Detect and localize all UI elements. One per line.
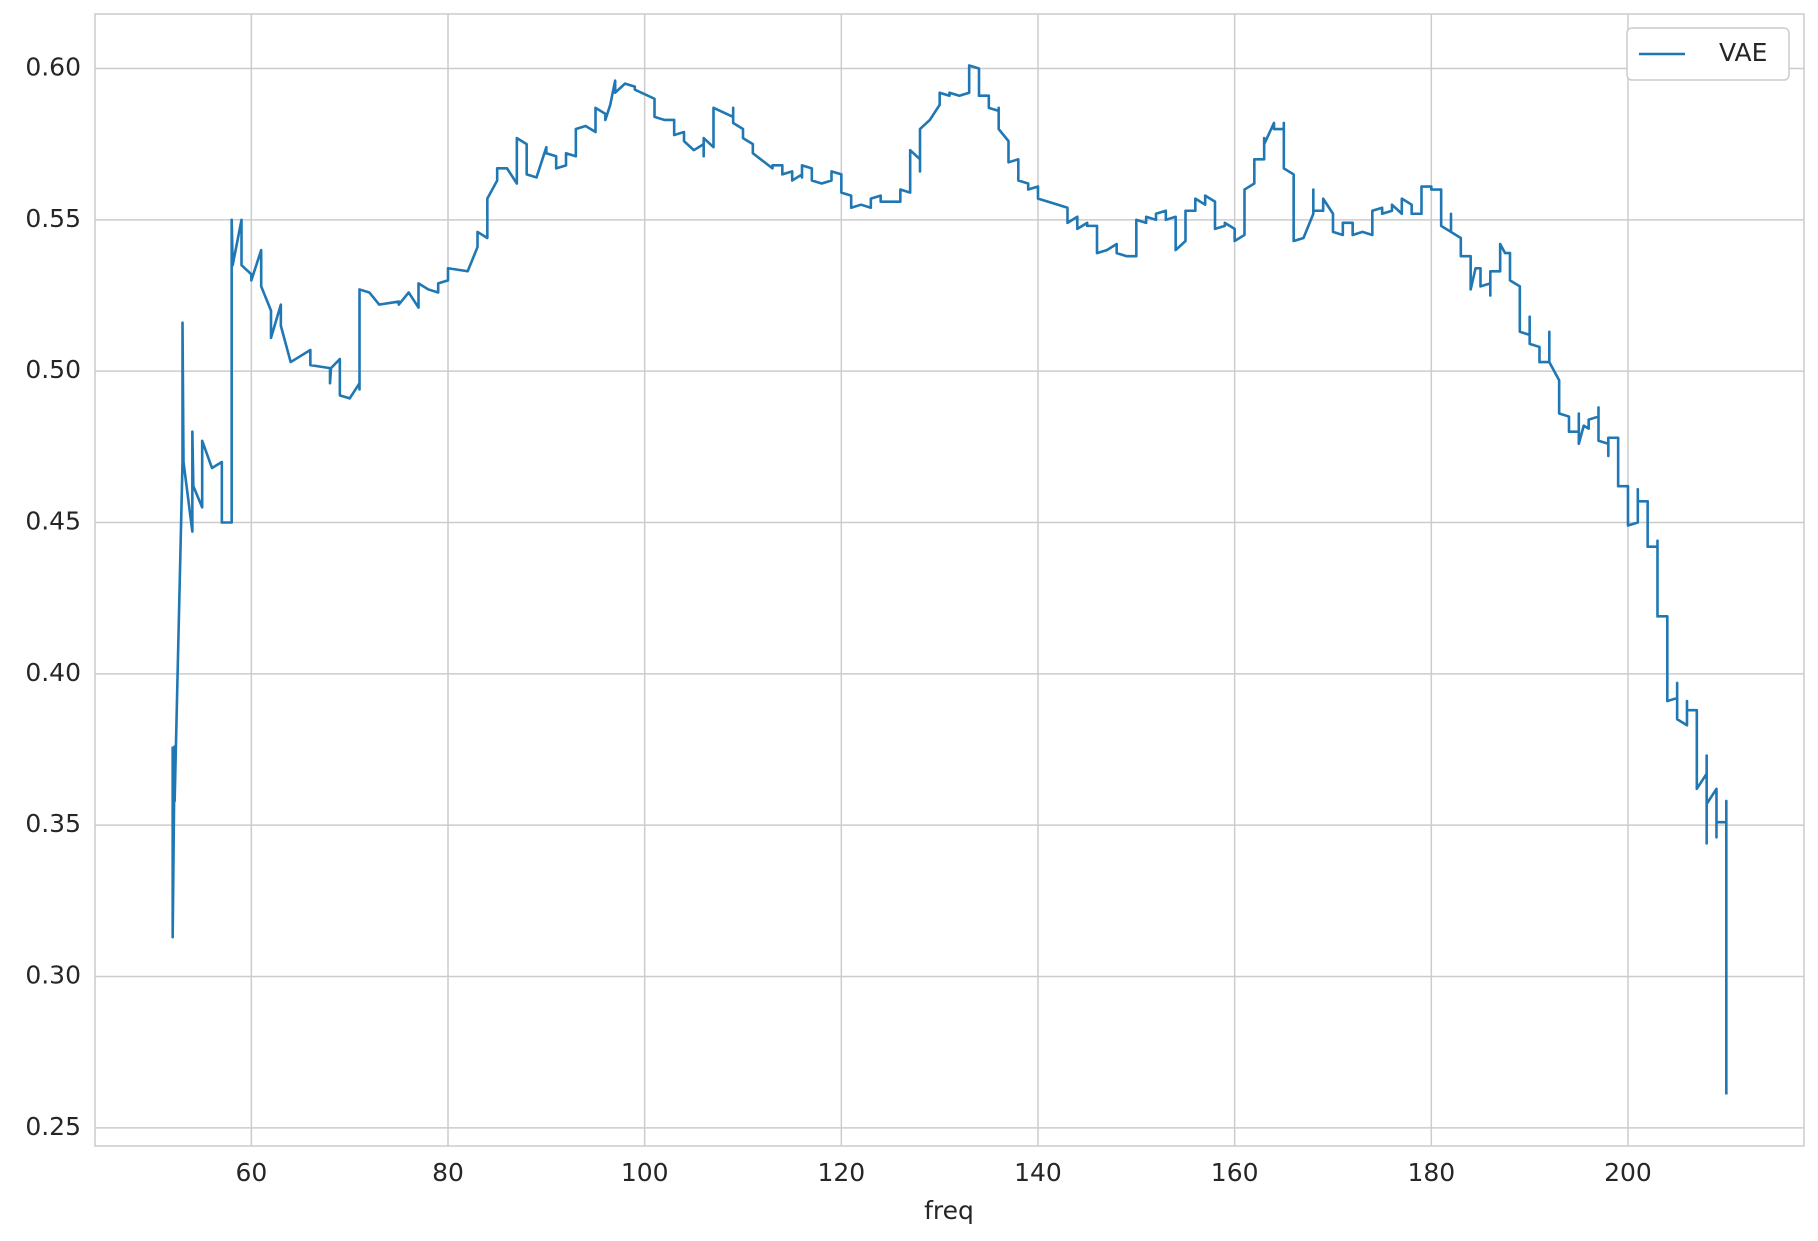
- x-tick-label: 120: [817, 1158, 865, 1187]
- y-tick-label: 0.25: [25, 1112, 81, 1141]
- x-tick-label: 200: [1604, 1158, 1652, 1187]
- y-tick-label: 0.35: [25, 809, 81, 838]
- y-tick-label: 0.30: [25, 961, 81, 990]
- y-tick-label: 0.50: [25, 355, 81, 384]
- line-series: [171, 64, 1728, 1095]
- legend-box: [1626, 27, 1790, 81]
- x-tick-label: 60: [235, 1158, 267, 1187]
- y-tick-label: 0.60: [25, 52, 81, 81]
- legend-label: VAE: [1719, 38, 1767, 67]
- x-tick-label: 180: [1407, 1158, 1455, 1187]
- x-axis-label: freq: [924, 1196, 974, 1225]
- y-tick-label: 0.45: [25, 506, 81, 535]
- y-tick-label: 0.55: [25, 204, 81, 233]
- x-tick-label: 160: [1211, 1158, 1259, 1187]
- x-tick-label: 80: [432, 1158, 464, 1187]
- x-tick-label: 140: [1014, 1158, 1062, 1187]
- plot-area: [94, 13, 1805, 1147]
- y-tick-label: 0.40: [25, 658, 81, 687]
- x-tick-label: 100: [621, 1158, 669, 1187]
